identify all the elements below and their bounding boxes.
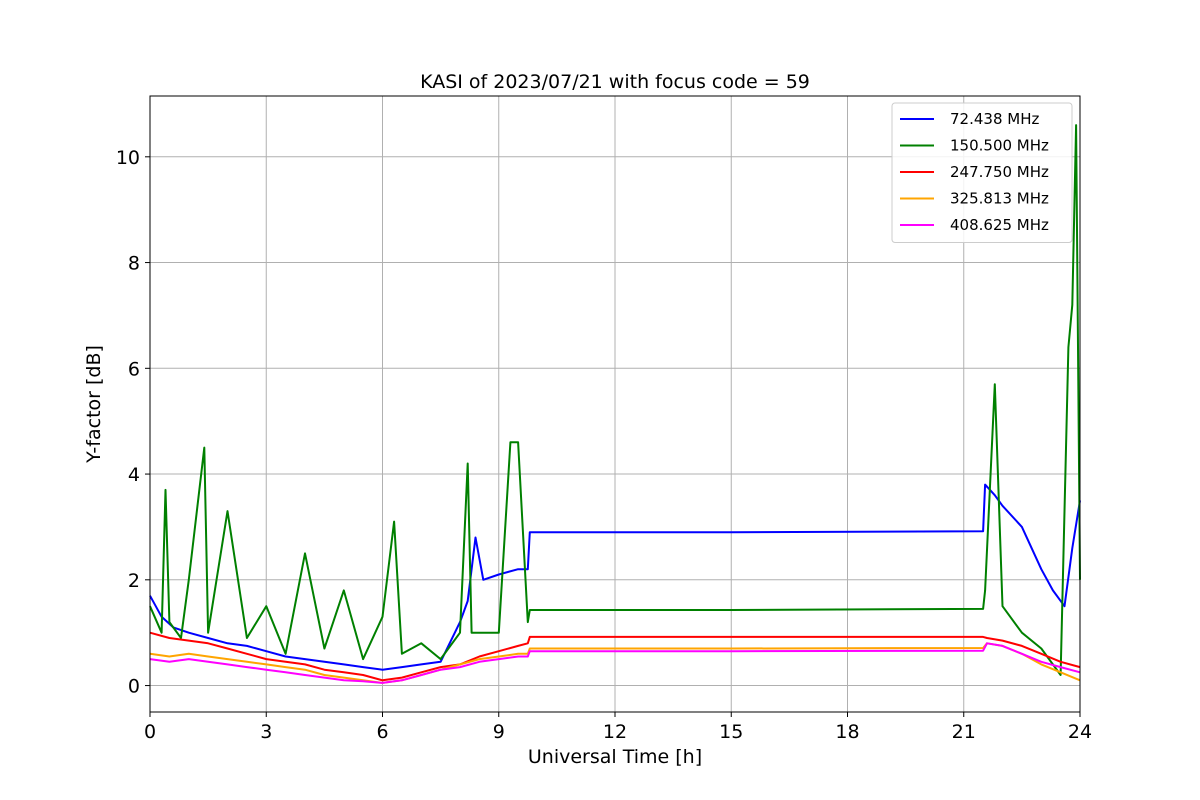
x-tick-label: 0	[144, 721, 156, 743]
series-line-5	[149, 642, 1081, 684]
x-tick-label: 9	[493, 721, 505, 743]
x-axis: 0 3 6 9 12 15 18 21 24	[144, 712, 1092, 743]
y-tick-label: 0	[128, 676, 140, 698]
x-tick-label: 18	[835, 721, 859, 743]
legend-label: 325.813 MHz	[950, 190, 1049, 208]
y-tick-label: 6	[128, 358, 140, 380]
y-tick-label: 4	[128, 464, 140, 486]
series-line-3	[149, 631, 1081, 682]
y-axis-label: Y-factor [dB]	[83, 345, 105, 464]
series-line-1	[149, 483, 1081, 671]
y-axis: 0 2 4 6 8 10	[116, 147, 150, 698]
legend: 72.438 MHz 150.500 MHz 247.750 MHz 325.813 …	[891, 102, 1073, 243]
x-tick-label: 24	[1068, 721, 1092, 743]
y-tick-label: 2	[128, 570, 140, 592]
legend-label: 408.625 MHz	[950, 216, 1049, 234]
x-tick-label: 6	[376, 721, 388, 743]
y-tick-label: 10	[116, 147, 140, 169]
x-tick-label: 12	[603, 721, 627, 743]
series-line-2	[149, 124, 1081, 676]
legend-label: 150.500 MHz	[950, 137, 1049, 155]
x-tick-label: 3	[260, 721, 272, 743]
legend-label: 72.438 MHz	[950, 110, 1039, 128]
x-tick-label: 15	[719, 721, 743, 743]
chart-title: KASI of 2023/07/21 with focus code = 59	[420, 71, 810, 93]
legend-box	[891, 102, 1073, 243]
x-tick-label: 21	[952, 721, 976, 743]
x-axis-label: Universal Time [h]	[528, 746, 702, 768]
y-tick-label: 8	[128, 253, 140, 275]
series-layer	[149, 124, 1081, 684]
legend-label: 247.750 MHz	[950, 163, 1049, 181]
